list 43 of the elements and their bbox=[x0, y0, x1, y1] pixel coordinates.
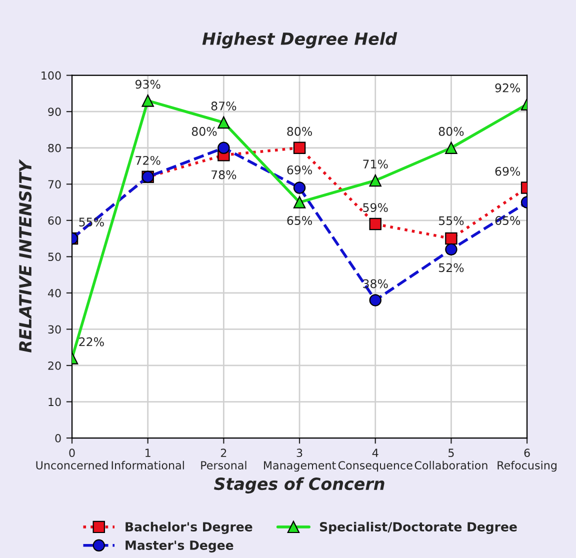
x-tick-label: 2 Personal bbox=[201, 448, 246, 470]
legend-label: Specialist/Doctorate Degree bbox=[320, 522, 517, 534]
y-tick-label: 10 bbox=[48, 398, 61, 406]
y-tick-label: 30 bbox=[48, 325, 61, 334]
data-label: 38% bbox=[363, 279, 388, 288]
data-label: 80% bbox=[438, 126, 464, 136]
data-label: 93% bbox=[135, 80, 160, 89]
data-label: 87% bbox=[211, 102, 236, 110]
y-tick-label: 0 bbox=[55, 434, 61, 442]
y-tick-label: 90 bbox=[48, 108, 61, 116]
data-label: 92% bbox=[495, 83, 520, 92]
data-label: 55% bbox=[79, 218, 104, 227]
y-tick-label: 20 bbox=[48, 361, 61, 370]
chart-title: Highest Degree Held bbox=[202, 32, 398, 48]
data-label: 72% bbox=[136, 156, 160, 165]
data-label: 65% bbox=[287, 216, 312, 225]
data-label: 65% bbox=[495, 216, 520, 225]
data-label: 59% bbox=[363, 203, 388, 212]
x-tick-label: 4 Consequence bbox=[338, 448, 412, 472]
y-tick-label: 70 bbox=[48, 180, 61, 189]
x-tick-label: 5 Collaboration bbox=[414, 448, 488, 470]
data-label: 69% bbox=[287, 165, 312, 174]
data-label: 52% bbox=[438, 263, 464, 272]
y-axis-title: RELATIVE INTENSITY bbox=[18, 159, 32, 352]
x-axis-title: Stages of Concern bbox=[214, 477, 384, 494]
y-tick-label: 60 bbox=[48, 216, 61, 225]
data-label: 22% bbox=[79, 337, 104, 346]
legend-label: Master's Degee bbox=[126, 540, 234, 552]
x-tick-label: 0 Unconcerned bbox=[36, 448, 108, 470]
data-label: 71% bbox=[363, 160, 388, 169]
data-label: 80% bbox=[287, 126, 312, 136]
y-tick-label: 80 bbox=[48, 144, 61, 152]
data-label: 69% bbox=[495, 166, 520, 176]
x-tick-label: 6 Refocusing bbox=[498, 448, 556, 472]
data-label: 55% bbox=[438, 216, 464, 226]
y-tick-label: 50 bbox=[48, 252, 61, 262]
data-label: 78% bbox=[212, 170, 236, 180]
x-tick-label: 1 Informational bbox=[112, 448, 184, 470]
data-label: 80% bbox=[192, 126, 217, 136]
x-tick-label: 3 Management bbox=[264, 448, 336, 472]
y-tick-label: 100 bbox=[42, 71, 61, 80]
y-tick-label: 40 bbox=[48, 288, 61, 298]
legend-label: Bachelor's Degree bbox=[126, 522, 252, 534]
